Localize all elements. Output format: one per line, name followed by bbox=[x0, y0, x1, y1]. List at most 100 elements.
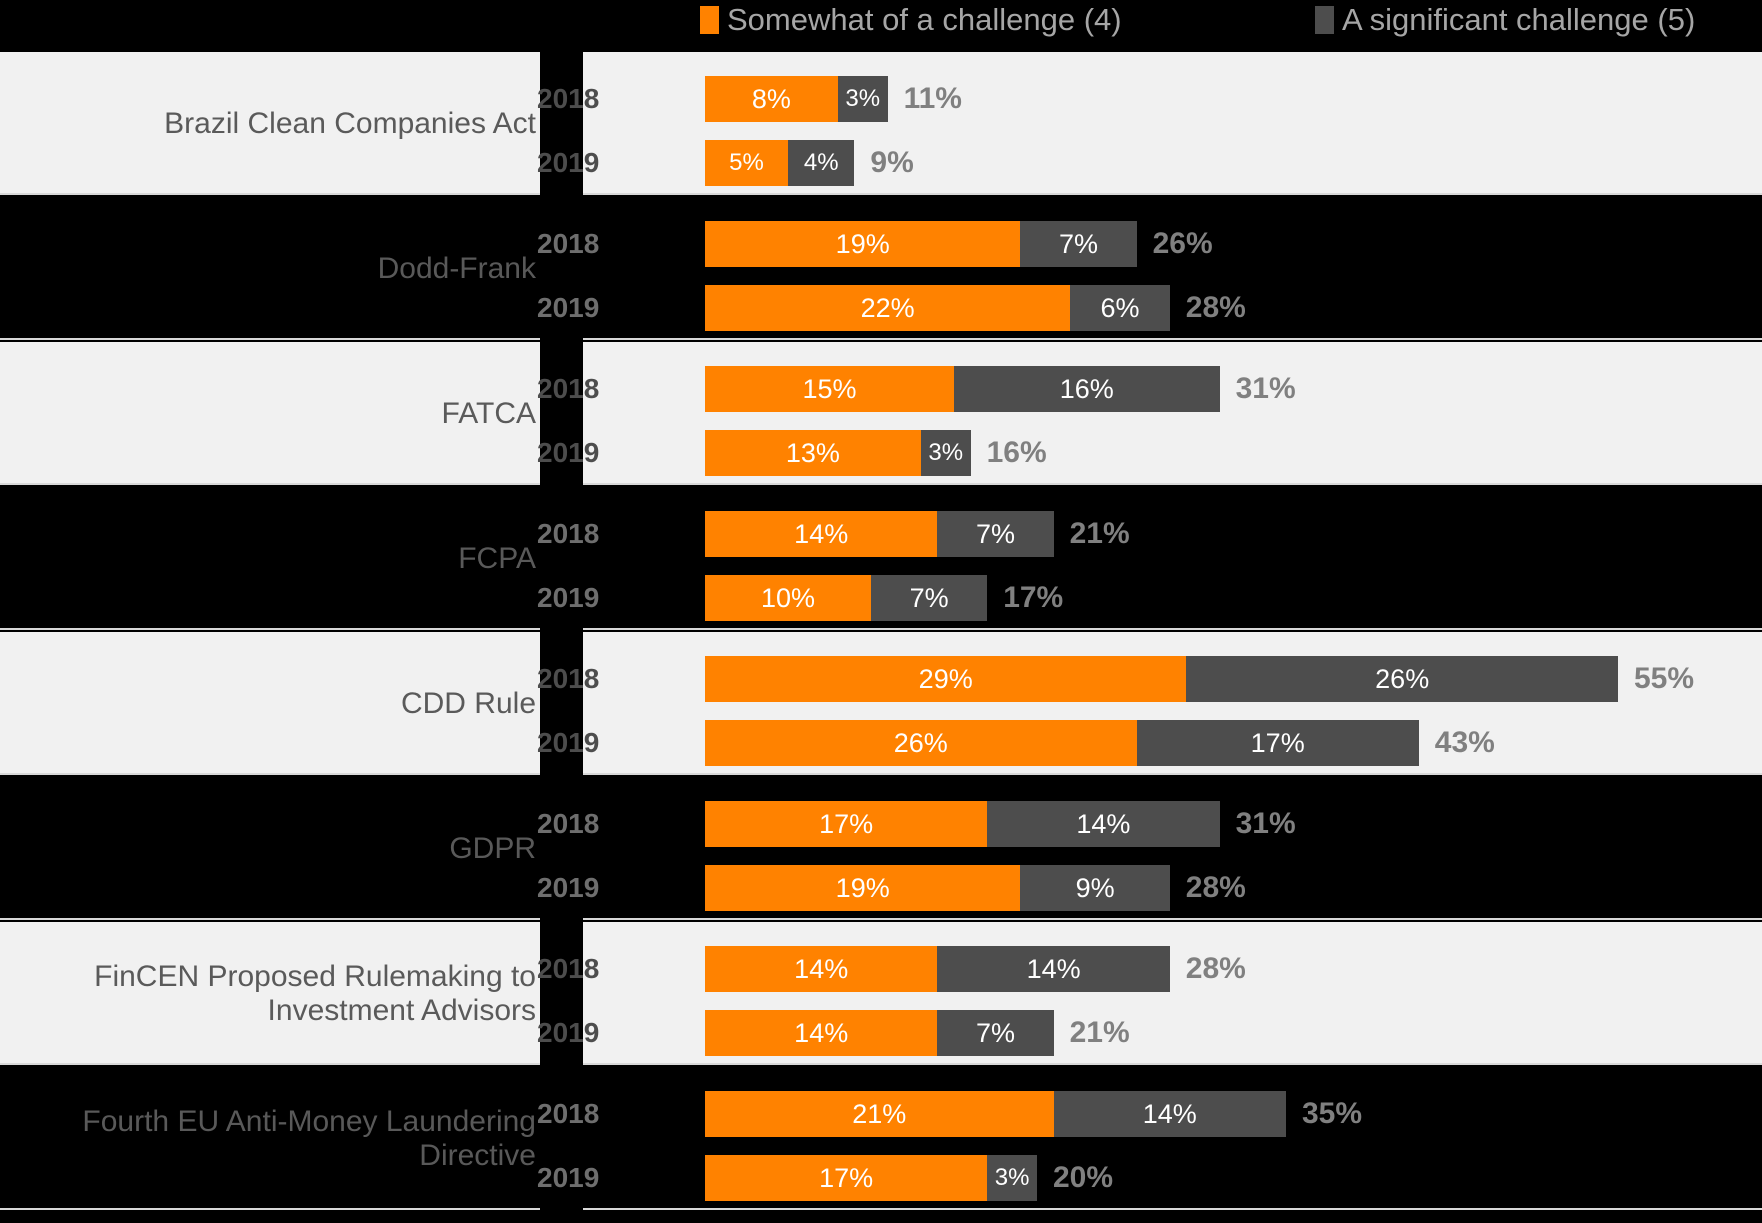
chart-group: FinCEN Proposed Rulemaking to Investment… bbox=[0, 922, 1762, 1067]
row-divider bbox=[583, 193, 1762, 195]
bar-segment-significant-challenge[interactable]: 14% bbox=[937, 946, 1170, 992]
category-bars: 2018 21% 14% 35% 2019 17% 3% 20% bbox=[537, 1067, 1762, 1210]
bar-segment-value: 19% bbox=[835, 872, 890, 903]
bar-segment-somewhat-challenge[interactable]: 10% bbox=[705, 575, 871, 621]
chart-group: GDPR 2018 17% 14% 31% 2019 19% 9% 28% bbox=[0, 777, 1762, 922]
bar-segment-somewhat-challenge[interactable]: 14% bbox=[705, 1010, 938, 1056]
bar-segment-significant-challenge[interactable]: 17% bbox=[1136, 720, 1419, 766]
bar-segment-somewhat-challenge[interactable]: 26% bbox=[705, 720, 1137, 766]
bar-total-label: 20% bbox=[1052, 1161, 1114, 1194]
bar-segment-significant-challenge[interactable]: 6% bbox=[1070, 285, 1170, 331]
bar-segment-value: 26% bbox=[1375, 663, 1430, 694]
row-divider bbox=[0, 1208, 540, 1210]
row-divider bbox=[583, 773, 1762, 775]
legend-swatch-icon bbox=[700, 6, 719, 34]
bar-segment-value: 15% bbox=[802, 373, 857, 404]
bar-segment-somewhat-challenge[interactable]: 21% bbox=[705, 1091, 1054, 1137]
bar-segment-value: 14% bbox=[794, 518, 849, 549]
stacked-bar: 14% 14% 28% bbox=[705, 946, 1246, 992]
bar-total-label: 28% bbox=[1185, 291, 1246, 324]
bar-total-label: 26% bbox=[1152, 227, 1213, 260]
bar-total-label: 21% bbox=[1069, 517, 1130, 550]
category-label-panel: Brazil Clean Companies Act bbox=[0, 52, 540, 195]
row-divider bbox=[583, 338, 1762, 340]
row-divider bbox=[583, 918, 1762, 920]
legend-item-significant-challenge[interactable]: A significant challenge (5) bbox=[1315, 2, 1695, 38]
bar-segment-significant-challenge[interactable]: 3% bbox=[837, 76, 888, 122]
year-label: 2018 bbox=[537, 663, 600, 694]
bar-segment-significant-challenge[interactable]: 4% bbox=[788, 140, 855, 186]
bar-segment-value: 7% bbox=[975, 1017, 1015, 1048]
bar-segment-somewhat-challenge[interactable]: 29% bbox=[705, 656, 1187, 702]
bar-segment-significant-challenge[interactable]: 3% bbox=[987, 1155, 1037, 1201]
bar-segment-somewhat-challenge[interactable]: 5% bbox=[705, 140, 788, 186]
bar-segment-somewhat-challenge[interactable]: 13% bbox=[705, 430, 921, 476]
bar-segment-somewhat-challenge[interactable]: 17% bbox=[705, 801, 988, 847]
year-label: 2019 bbox=[537, 582, 600, 613]
bar-segment-somewhat-challenge[interactable]: 19% bbox=[705, 865, 1021, 911]
bar-segment-value: 13% bbox=[785, 437, 840, 468]
bar-segment-significant-challenge[interactable]: 9% bbox=[1020, 865, 1170, 911]
bar-segment-somewhat-challenge[interactable]: 22% bbox=[705, 285, 1071, 331]
row-divider bbox=[0, 773, 540, 775]
chart-legend: Somewhat of a challenge (4) A significan… bbox=[0, 0, 1762, 52]
bar-segment-significant-challenge[interactable]: 7% bbox=[871, 575, 988, 621]
year-label: 2019 bbox=[537, 1162, 600, 1193]
bar-segment-significant-challenge[interactable]: 7% bbox=[937, 1010, 1054, 1056]
bar-segment-value: 9% bbox=[1075, 872, 1115, 903]
bar-segment-significant-challenge[interactable]: 3% bbox=[920, 430, 971, 476]
category-label: Fourth EU Anti-Money Laundering Directiv… bbox=[82, 1104, 536, 1172]
category-label-panel: GDPR bbox=[0, 777, 540, 920]
stacked-bar: 19% 7% 26% bbox=[705, 221, 1213, 267]
bar-segment-somewhat-challenge[interactable]: 17% bbox=[705, 1155, 988, 1201]
bar-total-label: 28% bbox=[1185, 871, 1246, 904]
stacked-bar: 14% 7% 21% bbox=[705, 1010, 1130, 1056]
bar-segment-significant-challenge[interactable]: 14% bbox=[987, 801, 1220, 847]
category-label: FinCEN Proposed Rulemaking to Investment… bbox=[94, 959, 536, 1027]
bar-segment-value: 22% bbox=[860, 292, 915, 323]
bar-total-label: 16% bbox=[986, 436, 1047, 469]
bar-segment-somewhat-challenge[interactable]: 14% bbox=[705, 946, 938, 992]
bar-segment-significant-challenge[interactable]: 16% bbox=[954, 366, 1220, 412]
year-label: 2019 bbox=[537, 292, 600, 323]
bar-segment-significant-challenge[interactable]: 14% bbox=[1053, 1091, 1286, 1137]
bar-segment-somewhat-challenge[interactable]: 19% bbox=[705, 221, 1021, 267]
chart-group: CDD Rule 2018 29% 26% 55% 2019 26% 17% 43% bbox=[0, 632, 1762, 777]
bar-segment-value: 14% bbox=[1142, 1098, 1197, 1129]
bar-segment-somewhat-challenge[interactable]: 14% bbox=[705, 511, 938, 557]
bar-segment-value: 14% bbox=[1076, 808, 1131, 839]
stacked-bar: 15% 16% 31% bbox=[705, 366, 1296, 412]
chart-group: Brazil Clean Companies Act 2018 8% 3% 11% 201… bbox=[0, 52, 1762, 197]
row-divider bbox=[0, 628, 540, 630]
legend-item-somewhat-challenge[interactable]: Somewhat of a challenge (4) bbox=[700, 2, 1122, 38]
legend-swatch-icon bbox=[1315, 6, 1334, 34]
category-label: Brazil Clean Companies Act bbox=[164, 106, 536, 140]
bar-segment-value: 26% bbox=[893, 727, 948, 758]
bar-segment-somewhat-challenge[interactable]: 15% bbox=[705, 366, 954, 412]
stacked-bar: 19% 9% 28% bbox=[705, 865, 1246, 911]
bar-segment-somewhat-challenge[interactable]: 8% bbox=[705, 76, 838, 122]
bar-total-label: 9% bbox=[870, 146, 914, 179]
stacked-bar: 8% 3% 11% bbox=[705, 76, 962, 122]
category-label: FATCA bbox=[441, 396, 536, 430]
stacked-bar: 17% 14% 31% bbox=[705, 801, 1296, 847]
bar-total-label: 21% bbox=[1069, 1016, 1130, 1049]
category-label: CDD Rule bbox=[400, 686, 536, 720]
chart-group: FATCA 2018 15% 16% 31% 2019 13% 3% 16% bbox=[0, 342, 1762, 487]
bar-segment-significant-challenge[interactable]: 7% bbox=[937, 511, 1054, 557]
bar-segment-value: 7% bbox=[975, 518, 1015, 549]
year-label: 2018 bbox=[537, 808, 600, 839]
bar-segment-value: 29% bbox=[918, 663, 973, 694]
bar-total-label: 31% bbox=[1235, 372, 1296, 405]
bar-segment-value: 3% bbox=[994, 1164, 1030, 1191]
row-divider bbox=[0, 193, 540, 195]
bar-total-label: 28% bbox=[1185, 952, 1246, 985]
bar-total-label: 31% bbox=[1235, 807, 1296, 840]
category-label-panel: Dodd-Frank bbox=[0, 197, 540, 340]
bar-segment-significant-challenge[interactable]: 7% bbox=[1020, 221, 1137, 267]
legend-label: Somewhat of a challenge (4) bbox=[727, 2, 1122, 37]
bar-segment-value: 3% bbox=[845, 85, 881, 112]
bar-total-label: 17% bbox=[1003, 581, 1064, 614]
bar-segment-significant-challenge[interactable]: 26% bbox=[1186, 656, 1618, 702]
